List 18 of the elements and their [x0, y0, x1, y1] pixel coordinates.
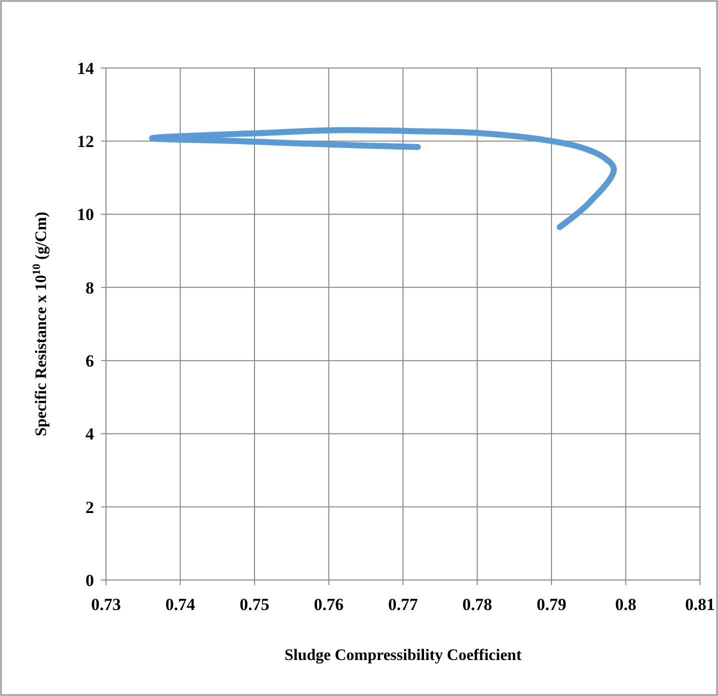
- x-tick-label: 0.77: [388, 595, 418, 614]
- x-axis-title: Sludge Compressibility Coefficient: [284, 647, 522, 664]
- y-tick-label: 2: [86, 498, 94, 517]
- x-tick-label: 0.8: [615, 595, 636, 614]
- x-tick-label: 0.81: [685, 595, 715, 614]
- y-tick-label: 10: [77, 205, 94, 224]
- y-tick-label: 8: [86, 278, 94, 298]
- x-tick-label: 0.78: [462, 595, 492, 614]
- x-tick-label: 0.74: [165, 595, 196, 614]
- x-tick-label: 0.79: [536, 595, 566, 614]
- y-tick-label: 14: [77, 58, 94, 78]
- x-tick-label: 0.75: [240, 595, 270, 614]
- y-tick-label: 12: [77, 132, 94, 152]
- y-tick-label: 0: [86, 570, 94, 590]
- y-tick-label: 6: [86, 352, 94, 371]
- x-tick-label: 0.76: [314, 595, 344, 614]
- y-tick-label: 4: [86, 424, 94, 444]
- x-tick-label: 0.73: [91, 595, 121, 614]
